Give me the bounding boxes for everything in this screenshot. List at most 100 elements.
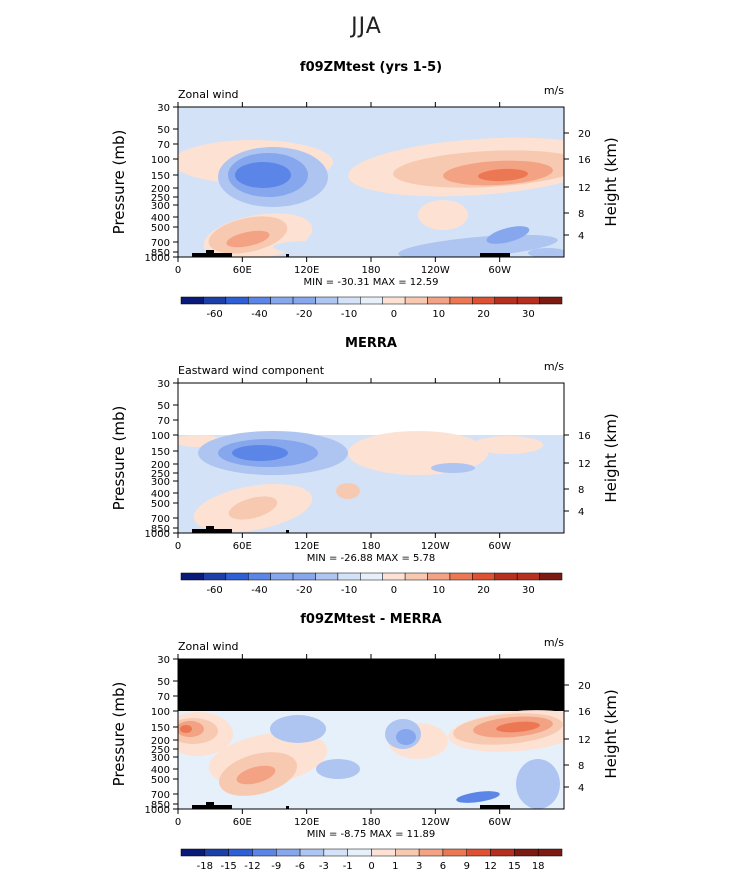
y-tick-label: 400 [151,765,170,776]
y2-tick-label: 16 [578,707,591,718]
colorbar-swatch [247,572,271,581]
colorbar-label: -20 [296,309,312,320]
colorbar-label: -9 [271,861,281,872]
colorbar-swatch [539,572,563,581]
y2-axis-title: Height (km) [602,689,620,778]
colorbar-swatch [204,848,229,857]
plot-area [177,382,565,534]
contour-region [316,759,360,779]
colorbar-label: 9 [464,861,470,872]
y-tick-label: 1000 [145,253,170,264]
y-tick-label: 300 [151,753,170,764]
units-label: m/s [544,636,564,649]
colorbar-swatch [180,572,204,581]
contour-field [178,659,564,809]
topography [286,530,289,533]
y-tick-label: 850 [151,248,170,259]
y-tick-label: 70 [157,416,170,427]
colorbar-swatch [404,296,428,305]
topography [206,802,214,809]
colorbar-label: -60 [206,585,222,596]
y2-tick-label: 20 [578,129,591,140]
y-tick-label: 850 [151,524,170,535]
y2-tick-label: 20 [578,681,591,692]
x-tick-label: 0 [175,265,181,276]
colorbar-label: -40 [251,309,267,320]
contour-region [178,383,564,435]
colorbar-label: 1 [392,861,398,872]
units-label: m/s [544,84,564,97]
plot-area [177,658,565,810]
colorbar-label: 30 [522,585,535,596]
y-tick-label: 150 [151,447,170,458]
y-tick-label: 150 [151,723,170,734]
page-title: JJA [351,14,382,39]
colorbar-swatch [225,296,249,305]
colorbar-label: -18 [197,861,213,872]
y-tick-label: 50 [157,401,170,412]
y-tick-label: 400 [151,489,170,500]
x-tick-label: 60E [233,541,252,552]
contour-region [496,721,540,733]
colorbar-swatch [442,848,467,857]
contour-region [270,715,326,743]
y-tick-label: 50 [157,677,170,688]
x-tick-label: 0 [175,541,181,552]
x-tick-label: 60W [488,817,511,828]
colorbar-swatch [382,572,406,581]
colorbar-swatch [292,572,316,581]
y-tick-label: 100 [151,431,170,442]
colorbar-label: 0 [391,309,397,320]
colorbar-swatch [276,848,301,857]
colorbar-swatch [395,848,420,857]
colorbar-label: 30 [522,309,535,320]
y-tick-label: 250 [151,745,170,756]
colorbar-swatch [466,848,491,857]
y-tick-label: 1000 [145,805,170,816]
y-tick-label: 70 [157,140,170,151]
y2-tick-label: 8 [578,761,584,772]
y2-tick-label: 4 [578,783,584,794]
topography [286,254,289,257]
x-tick-label: 120W [421,265,450,276]
y-tick-label: 70 [157,692,170,703]
topography [206,526,214,533]
contour-region [396,729,416,745]
y2-tick-label: 16 [578,155,591,166]
colorbar-swatch [427,572,451,581]
y2-tick-label: 4 [578,231,584,242]
colorbar-swatch [516,572,540,581]
colorbar-label: -20 [296,585,312,596]
colorbar-swatch [180,296,204,305]
topography [286,806,289,809]
panel-2-title: MERRA [345,336,397,351]
y-tick-label: 50 [157,125,170,136]
colorbar-label: 0 [391,585,397,596]
y-axis-title: Pressure (mb) [110,682,128,787]
colorbar: -60 -40 -20 -10 0 10 20 30 [180,296,563,320]
contour-region [336,483,360,499]
y-tick-label: 30 [157,379,170,390]
colorbar-swatch [537,848,563,857]
x-tick-label: 180 [361,541,380,552]
y-tick-label: 100 [151,707,170,718]
colorbar-swatch [427,296,451,305]
topography [480,805,510,809]
colorbar-swatch [228,848,253,857]
panel-3-title: f09ZMtest - MERRA [300,612,442,627]
x-tick-label: 60E [233,817,252,828]
colorbar-swatch [490,848,515,857]
y-axis-title: Pressure (mb) [110,130,128,235]
y2-tick-label: 12 [578,459,591,470]
contour-region [235,162,291,188]
y-tick-label: 700 [151,790,170,801]
colorbar-label: -6 [295,861,305,872]
colorbar-swatch [247,296,271,305]
y-tick-label: 700 [151,238,170,249]
colorbar-swatch [180,848,206,857]
plot-area [177,106,565,258]
y-tick-label: 500 [151,223,170,234]
colorbar-label: 10 [432,585,445,596]
units-label: m/s [544,360,564,373]
